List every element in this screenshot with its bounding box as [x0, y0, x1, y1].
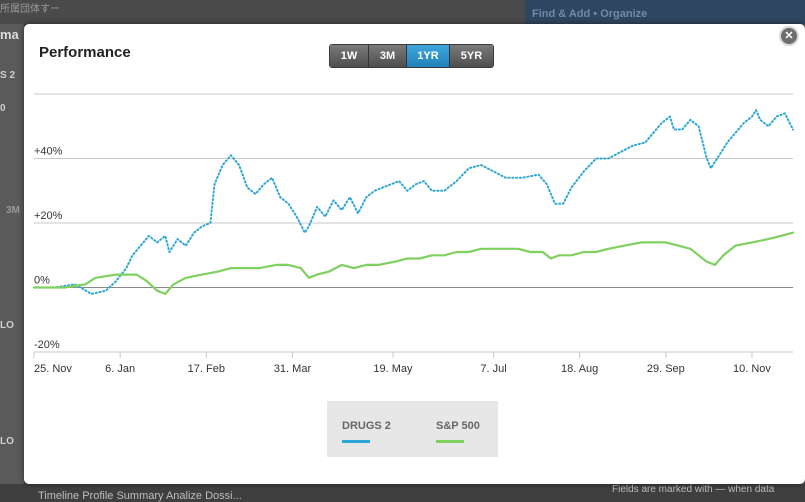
background-left-column: [0, 24, 24, 484]
background-fragment: LO: [0, 436, 14, 447]
legend-label-sp-500[interactable]: S&P 500: [436, 420, 480, 432]
chart-legend: DRUGS 2 S&P 500: [327, 401, 498, 457]
x-tick-label: 17. Feb: [188, 363, 225, 375]
x-axis: 25. Nov 6. Jan 17. Feb 31. Mar 19. May 7. Jul…: [33, 351, 793, 375]
legend-swatch-drugs-2: [342, 440, 370, 443]
y-tick-label: +20%: [34, 210, 63, 222]
legend-label-drugs-2[interactable]: DRUGS 2: [342, 420, 391, 432]
find-add-organize-link[interactable]: Find & Add • Organize: [532, 8, 648, 20]
y-tick-label: 0%: [34, 275, 50, 287]
x-tick-label: 25. Nov: [34, 363, 72, 375]
series-line-s-p-500: [32, 231, 795, 295]
chart-grid: [34, 93, 793, 353]
y-axis-labels: -20% 0% +20% +40%: [34, 146, 63, 352]
range-button-5yr[interactable]: 5YR: [450, 45, 493, 67]
performance-chart: 25. Nov 6. Jan 17. Feb 31. Mar 19. May 7. Jul…: [32, 93, 795, 375]
x-tick-label: 31. Mar: [274, 363, 312, 375]
range-button-1w[interactable]: 1W: [330, 45, 369, 67]
background-top-text: 所属団体すー: [0, 4, 60, 15]
x-tick-label: 29. Sep: [647, 363, 685, 375]
range-button-1yr[interactable]: 1YR: [407, 45, 450, 67]
background-bottom-note: Fields are marked with — when data: [612, 484, 775, 495]
legend-swatch-sp-500: [436, 440, 464, 443]
background-fragment: S 2: [0, 70, 16, 81]
background-fragment: ma: [0, 27, 19, 42]
x-tick-label: 10. Nov: [733, 363, 771, 375]
close-icon[interactable]: ✕: [781, 28, 797, 44]
performance-modal: Performance ✕ 1W 3M 1YR 5YR 25. Nov 6. Ja…: [24, 24, 805, 484]
x-tick-label: 18. Aug: [561, 363, 598, 375]
background-fragment: LO: [0, 320, 14, 331]
range-button-3m[interactable]: 3M: [369, 45, 407, 67]
x-tick-label: 7. Jul: [480, 363, 506, 375]
modal-title: Performance: [39, 44, 131, 61]
background-fragment: 3M: [6, 205, 20, 216]
series-line-drugs-2: [33, 109, 794, 295]
range-selector: 1W 3M 1YR 5YR: [329, 44, 494, 68]
background-fragment: 0: [0, 103, 6, 114]
y-tick-label: -20%: [34, 339, 60, 351]
x-tick-label: 6. Jan: [105, 363, 135, 375]
y-tick-label: +40%: [34, 146, 63, 158]
x-tick-label: 19. May: [373, 363, 413, 375]
background-bottom-text: Timeline Profile Summary Analize Dossi..…: [38, 490, 242, 502]
background-toolbar: [525, 0, 805, 24]
chart-series: [32, 109, 795, 295]
